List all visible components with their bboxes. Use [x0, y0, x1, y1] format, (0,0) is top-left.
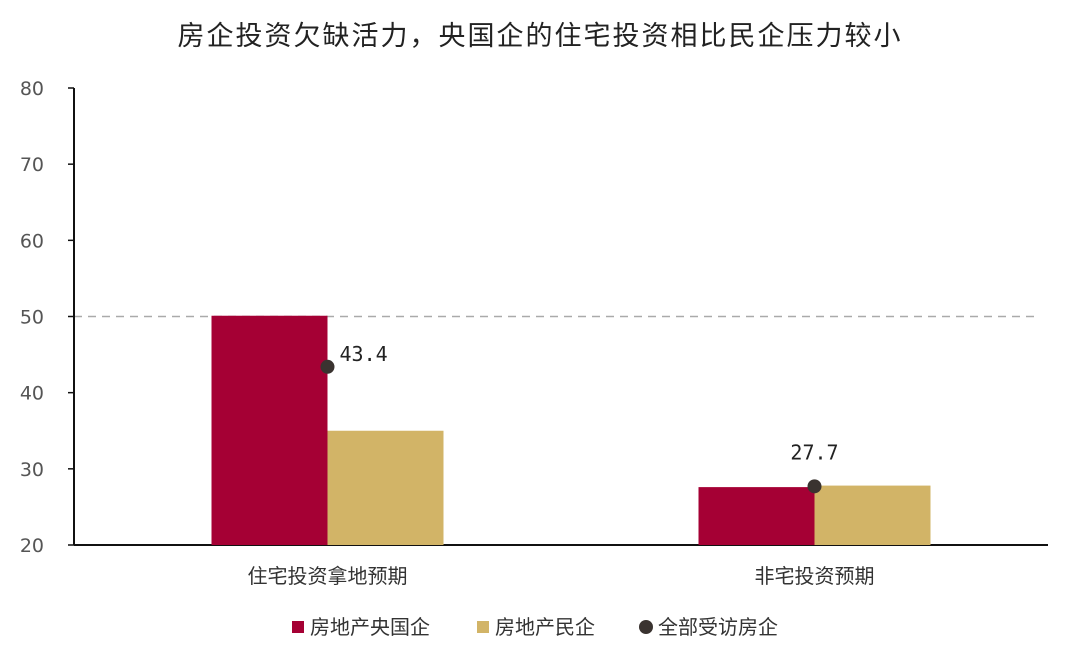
bar — [814, 485, 931, 545]
plot-area: 20 30 40 50 60 70 80 住宅投资拿地预期 非宅投资预期 43.4 27.7 — [20, 78, 1048, 588]
bar — [698, 487, 815, 545]
legend-swatch — [292, 621, 304, 633]
scatter-point — [807, 479, 822, 494]
y-tick-label: 20 — [20, 535, 44, 557]
bar — [211, 315, 328, 545]
scatter-point — [320, 359, 335, 374]
data-label: 27.7 — [790, 440, 838, 464]
category-label: 非宅投资预期 — [755, 564, 875, 588]
category-label: 住宅投资拿地预期 — [248, 564, 408, 588]
data-label: 43.4 — [340, 342, 388, 366]
bar — [327, 430, 444, 545]
y-tick-label: 50 — [20, 307, 44, 329]
legend-swatch — [477, 621, 489, 633]
legend-label: 房地产央国企 — [310, 615, 430, 639]
legend: 房地产央国企 房地产民企 全部受访房企 — [292, 615, 778, 639]
chart-title: 房企投资欠缺活力，央国企的住宅投资相比民企压力较小 — [178, 21, 903, 52]
y-tick-label: 40 — [20, 383, 44, 405]
y-tick-label: 80 — [20, 78, 44, 100]
y-tick-label: 60 — [20, 230, 44, 252]
y-tick-label: 30 — [20, 459, 44, 481]
y-tick-label: 70 — [20, 154, 44, 176]
legend-marker — [639, 620, 653, 634]
legend-label: 房地产民企 — [495, 615, 595, 639]
legend-label: 全部受访房企 — [658, 615, 778, 639]
